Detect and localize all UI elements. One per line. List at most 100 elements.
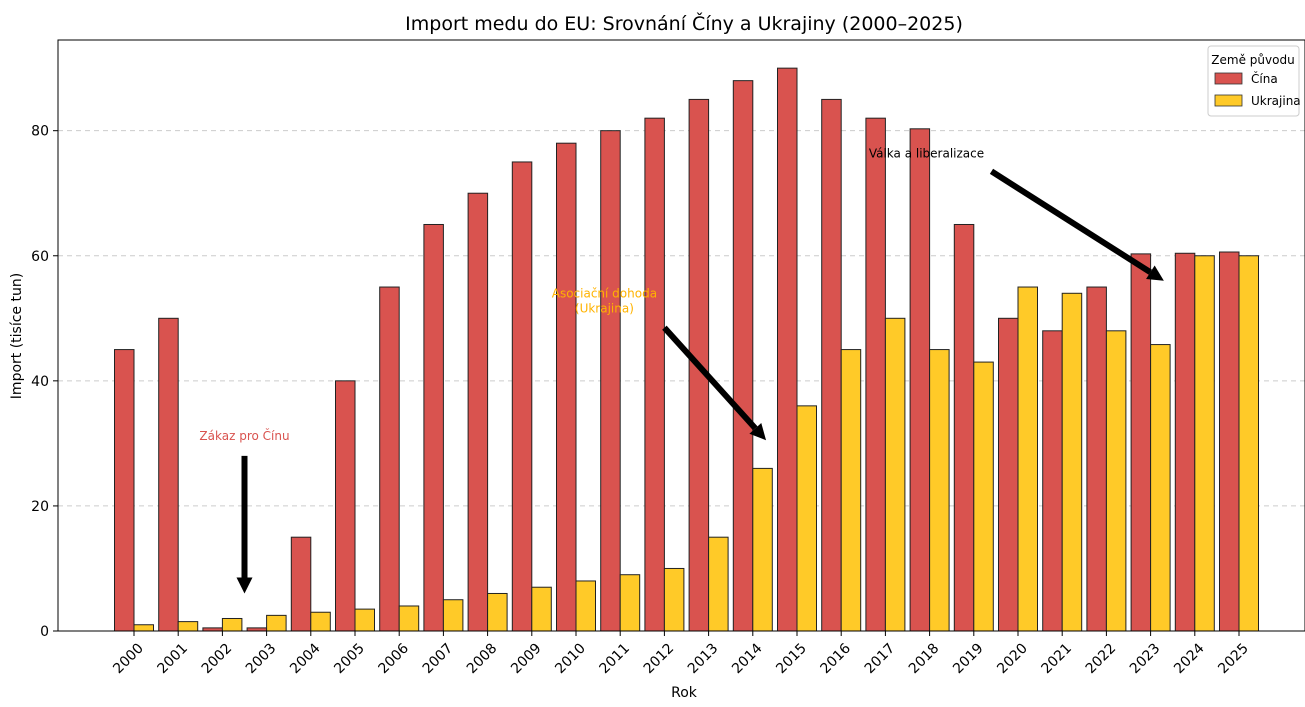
bar-cina: [1130, 253, 1152, 632]
x-tick-label: 2018: [906, 641, 943, 678]
bar-cina: [1086, 286, 1107, 632]
bars: [114, 67, 1259, 632]
bar-cina: [114, 349, 135, 632]
bar-ukrajina: [619, 574, 641, 632]
y-axis-label: Import (tisíce tun): [9, 273, 25, 399]
bar-cina: [158, 317, 179, 632]
bar-ukrajina: [884, 317, 906, 632]
bar-ukrajina: [177, 621, 199, 632]
bar-cina: [335, 380, 356, 632]
bar-ukrajina: [796, 405, 817, 632]
x-tick-label: 2005: [331, 641, 368, 678]
bar-ukrajina: [663, 567, 685, 632]
bar-cina: [600, 130, 621, 632]
x-tick-label: 2009: [508, 641, 545, 678]
bar-ukrajina: [1194, 255, 1215, 632]
x-tick-label: 2020: [994, 641, 1031, 678]
x-axis-ticks: 2000 2001 2002 2003 2004 2005 2006 2007 2008 2009…: [110, 631, 1252, 677]
x-tick-label: 2019: [950, 641, 987, 678]
annotation-arrow-shaft: [989, 168, 1152, 275]
x-tick-label: 2001: [155, 641, 192, 678]
bar-cina: [467, 192, 489, 632]
annotation-arrow-shaft: [662, 325, 758, 431]
x-tick-label: 2003: [243, 641, 280, 678]
bar-ukrajina: [1150, 344, 1171, 632]
bar-ukrajina: [929, 349, 950, 632]
x-tick-label: 2012: [641, 641, 678, 678]
x-tick-label: 2011: [597, 641, 634, 678]
annotation-text: Zákaz pro Čínu: [199, 428, 289, 443]
x-tick-label: 2022: [1083, 641, 1120, 678]
annotation-arrow-head: [236, 577, 253, 594]
bar-ukrajina: [1105, 330, 1127, 632]
bar-cina: [290, 536, 312, 632]
y-tick-label: 0: [40, 624, 49, 640]
bar-ukrajina: [1017, 286, 1038, 632]
annotation-text: Válka a liberalizace: [869, 146, 984, 160]
x-axis-label: Rok: [671, 685, 698, 701]
bar-cina: [1042, 330, 1063, 632]
bar-ukrajina: [398, 605, 420, 632]
bar-cina: [511, 161, 533, 632]
bar-cina: [821, 98, 842, 632]
bar-ukrajina: [442, 599, 464, 632]
legend-label-cina: Čína: [1251, 71, 1278, 86]
x-tick-label: 2008: [464, 641, 501, 678]
bar-ukrajina: [575, 580, 596, 632]
annotations: Zákaz pro Čínu Asociační dohoda (Ukrajina)…: [199, 146, 1164, 594]
bar-cina: [556, 142, 577, 632]
bar-ukrajina: [531, 586, 552, 632]
plot-frame: [57, 39, 1305, 632]
x-tick-label: 2024: [1171, 640, 1208, 677]
x-tick-label: 2023: [1127, 641, 1164, 678]
y-tick-label: 20: [31, 499, 49, 515]
y-axis-ticks: 0 20 40 60 80: [31, 124, 58, 640]
x-tick-label: 2014: [729, 640, 766, 677]
bar-ukrajina: [354, 608, 375, 632]
legend-swatch-cina: [1214, 72, 1243, 85]
legend: Země původu Čína Ukrajina: [1207, 45, 1301, 117]
bar-ukrajina: [221, 617, 243, 632]
legend-label-ukrajina: Ukrajina: [1251, 94, 1301, 108]
bar-cina: [644, 117, 665, 632]
bar-cina: [423, 223, 444, 632]
legend-title: Země původu: [1211, 53, 1294, 67]
bar-ukrajina: [310, 611, 331, 632]
x-tick-label: 2000: [110, 641, 147, 678]
x-tick-label: 2017: [862, 641, 899, 678]
bar-ukrajina: [973, 361, 994, 632]
bar-ukrajina: [266, 614, 287, 632]
annotation-text: Asociační dohoda (Ukrajina): [552, 287, 657, 316]
x-tick-label: 2002: [199, 641, 236, 678]
bar-ukrajina: [752, 467, 773, 632]
bar-cina: [1219, 251, 1240, 632]
bar-ukrajina: [133, 624, 154, 632]
y-tick-label: 40: [31, 374, 49, 390]
x-tick-label: 2006: [376, 640, 413, 677]
x-tick-label: 2007: [420, 641, 457, 678]
chart-title: Import medu do EU: Srovnání Číny a Ukraj…: [405, 11, 963, 35]
x-tick-label: 2016: [818, 640, 855, 677]
y-tick-label: 60: [31, 249, 49, 265]
x-tick-label: 2021: [1039, 641, 1076, 678]
bar-ukrajina: [1061, 292, 1083, 632]
bar-ukrajina: [840, 349, 862, 632]
bar-cina: [379, 286, 400, 632]
annotation-arrow-head: [749, 423, 767, 441]
bar-cina: [909, 128, 931, 632]
legend-swatch-ukrajina: [1214, 94, 1243, 107]
annotation-arrow-head: [1146, 265, 1164, 281]
x-tick-label: 2025: [1215, 641, 1252, 678]
x-tick-label: 2013: [685, 641, 722, 678]
bar-ukrajina: [487, 592, 508, 632]
bar-ukrajina: [1238, 255, 1259, 632]
x-tick-label: 2010: [552, 641, 589, 678]
bar-cina: [865, 117, 886, 632]
bar-cina: [953, 223, 975, 632]
x-tick-label: 2004: [287, 640, 324, 677]
y-tick-label: 80: [31, 124, 49, 140]
bar-cina: [1174, 252, 1196, 632]
bar-cina: [998, 317, 1019, 632]
